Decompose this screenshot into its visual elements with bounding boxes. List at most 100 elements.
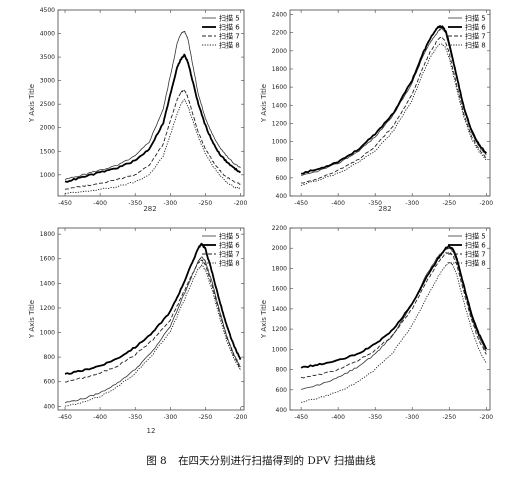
y-tick-label: 600 — [276, 175, 288, 182]
x-tick-label: -250 — [199, 200, 213, 207]
legend-entry: 扫描 7 — [465, 32, 486, 41]
legend-entry: 扫描 7 — [465, 250, 486, 259]
y-axis-label: Y Axis Title — [28, 84, 36, 123]
legend-entry: 扫描 6 — [465, 241, 486, 250]
y-tick-label: 1600 — [272, 286, 287, 293]
y-tick-label: 400 — [276, 193, 288, 200]
x-tick-label: -450 — [294, 200, 308, 207]
x-tick-label: -450 — [58, 200, 72, 207]
series-line-8 — [65, 264, 241, 407]
x-tick-label: -300 — [163, 200, 177, 207]
y-tick-label: 800 — [276, 157, 288, 164]
legend-entry: 扫描 8 — [219, 41, 240, 50]
y-tick-label: 2200 — [272, 225, 287, 232]
series-line-6 — [300, 245, 488, 369]
x-tick-label: -400 — [331, 200, 345, 207]
y-axis-label: Y Axis Title — [28, 300, 36, 339]
caption-text: 在四天分别进行扫描得到的 DPV 扫描曲线 — [178, 455, 376, 467]
y-tick-label: 600 — [44, 379, 56, 386]
y-tick-label: 800 — [44, 354, 56, 361]
plot-frame — [289, 227, 491, 411]
x-tick-label: -450 — [58, 414, 72, 421]
y-tick-label: 1400 — [272, 306, 287, 313]
chart-panel-3: -450 -400 -350 -300 -250 -200 400 600 800 1000 120… — [28, 227, 248, 435]
x-tick-label: -300 — [405, 200, 419, 207]
y-tick-label: 1600 — [40, 256, 55, 263]
series-line-6 — [301, 25, 488, 175]
panel-sub-label: 282 — [378, 205, 391, 213]
y-tick-label: 800 — [276, 367, 288, 374]
y-tick-label: 1200 — [272, 120, 287, 127]
y-tick-label: 4500 — [40, 7, 55, 14]
legend-entry: 扫描 5 — [219, 14, 240, 23]
legend-entry: 扫描 8 — [219, 259, 240, 268]
x-tick-label: -450 — [294, 414, 308, 421]
x-tick-label: -350 — [368, 414, 382, 421]
series-line-7 — [64, 89, 241, 190]
x-tick-label: -200 — [234, 414, 248, 421]
chart-panel-1: -450 -400 -350 -300 -250 -200 1000 1500 2000 2500… — [28, 7, 247, 213]
legend-entry: 扫描 5 — [465, 14, 486, 23]
y-tick-label: 1000 — [40, 172, 55, 179]
series-line-6 — [64, 242, 242, 375]
figure-caption: 图 8 在四天分别进行扫描得到的 DPV 扫描曲线 — [0, 453, 522, 468]
y-tick-label: 2400 — [272, 12, 287, 19]
series-line-7 — [301, 36, 487, 184]
legend-entry: 扫描 5 — [465, 232, 486, 241]
y-tick-label: 2000 — [272, 245, 287, 252]
y-tick-label: 2500 — [40, 101, 55, 108]
chart-panel-4: -450 -400 -350 -300 -250 -200 400 600 800 1000 120… — [260, 225, 493, 421]
series-line-8 — [64, 98, 241, 194]
series-line-7 — [64, 259, 241, 383]
y-tick-label: 4000 — [40, 31, 55, 38]
x-tick-label: -200 — [479, 200, 493, 207]
x-tick-label: -250 — [442, 414, 456, 421]
y-tick-label: 2200 — [272, 30, 287, 37]
x-tick-label: -200 — [234, 200, 248, 207]
plot-frame — [289, 9, 491, 197]
y-axis-label: Y Axis Title — [260, 84, 268, 123]
y-tick-label: 1400 — [40, 280, 55, 287]
series-line-6 — [64, 53, 241, 183]
panel-sub-label: 282 — [143, 205, 156, 213]
y-tick-label: 1800 — [272, 66, 287, 73]
y-tick-label: 2000 — [272, 48, 287, 55]
legend-entry: 扫描 8 — [465, 41, 486, 50]
x-tick-label: -400 — [93, 200, 107, 207]
x-tick-label: -300 — [163, 414, 177, 421]
x-tick-label: -400 — [331, 414, 345, 421]
x-tick-label: -200 — [479, 414, 493, 421]
y-tick-label: 1800 — [272, 265, 287, 272]
plot-frame — [57, 9, 245, 197]
x-tick-label: -300 — [405, 414, 419, 421]
chart-panel-2: -450 -400 -350 -300 -250 -200 400 600 800 1000 120… — [260, 9, 493, 213]
x-tick-label: -350 — [368, 200, 382, 207]
series-line-7 — [300, 251, 487, 379]
y-tick-label: 1500 — [40, 148, 55, 155]
y-tick-label: 1600 — [272, 84, 287, 91]
y-tick-label: 1400 — [272, 102, 287, 109]
y-tick-label: 400 — [44, 403, 56, 410]
y-tick-label: 1200 — [272, 326, 287, 333]
y-tick-label: 1000 — [272, 346, 287, 353]
panel-sub-label: 12 — [147, 427, 156, 435]
series-line-5 — [64, 256, 241, 404]
series-line-5 — [300, 27, 487, 176]
series-line-8 — [300, 43, 487, 187]
legend-entry: 扫描 6 — [465, 23, 486, 32]
series-line-8 — [300, 261, 487, 403]
x-tick-label: -250 — [199, 414, 213, 421]
y-tick-label: 1200 — [40, 305, 55, 312]
y-tick-label: 1800 — [40, 231, 55, 238]
legend-entry: 扫描 8 — [465, 259, 486, 268]
legend-entry: 扫描 6 — [219, 241, 240, 250]
y-tick-label: 1000 — [272, 139, 287, 146]
y-axis-label: Y Axis Title — [260, 300, 268, 339]
y-tick-label: 400 — [276, 407, 288, 414]
y-tick-label: 3500 — [40, 54, 55, 61]
x-tick-label: -400 — [93, 414, 107, 421]
y-tick-label: 3000 — [40, 78, 55, 85]
series-line-5 — [64, 30, 241, 181]
legend-entry: 扫描 7 — [219, 250, 240, 259]
